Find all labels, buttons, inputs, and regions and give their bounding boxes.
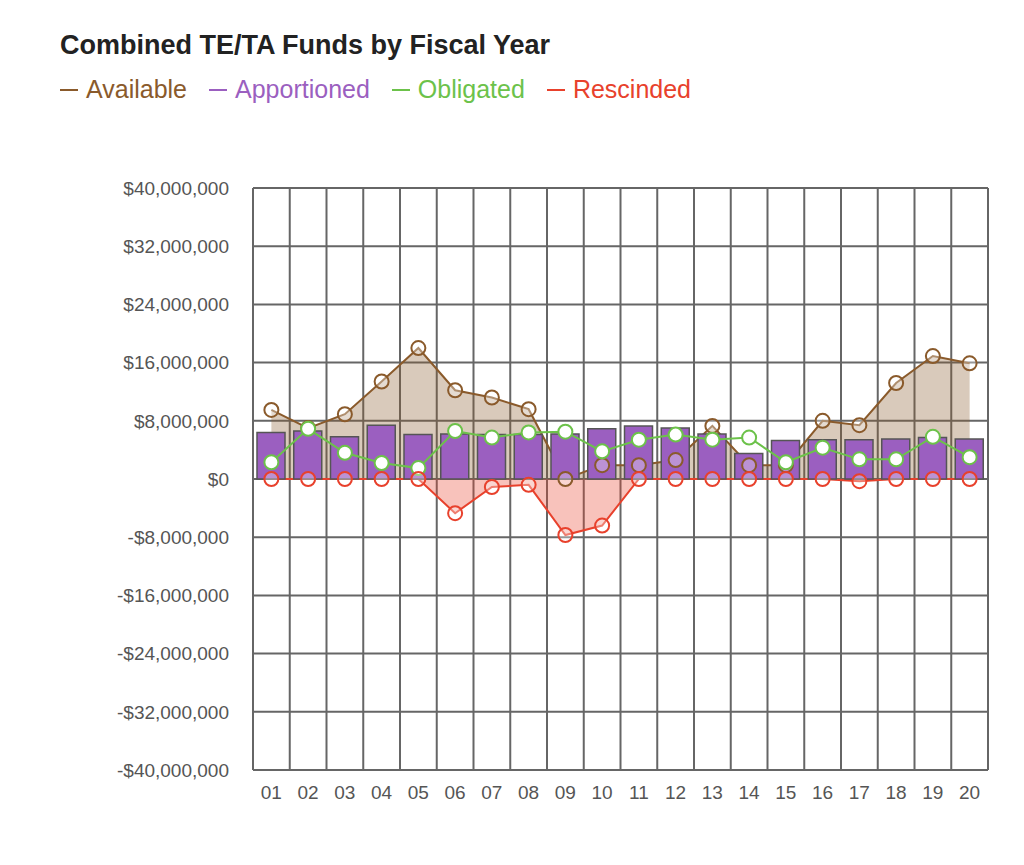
svg-text:-$8,000,000: -$8,000,000 [128, 527, 229, 548]
html-text:Apportioned: Apportioned [235, 75, 370, 103]
svg-text:13: 13 [702, 782, 723, 803]
svg-text:-$16,000,000: -$16,000,000 [117, 585, 229, 606]
svg-text:-$40,000,000: -$40,000,000 [117, 760, 229, 781]
svg-text:$0: $0 [208, 469, 229, 490]
svg-text:18: 18 [886, 782, 907, 803]
svg-text:20: 20 [959, 782, 980, 803]
html-text:Rescinded: Rescinded [572, 75, 691, 103]
svg-text:19: 19 [922, 782, 943, 803]
svg-text:01: 01 [261, 782, 282, 803]
svg-text:09: 09 [555, 782, 576, 803]
svg-text:12: 12 [665, 782, 686, 803]
svg-text:$32,000,000: $32,000,000 [123, 236, 229, 257]
svg-text:14: 14 [739, 782, 761, 803]
svg-text:$16,000,000: $16,000,000 [123, 352, 229, 373]
svg-text:10: 10 [592, 782, 613, 803]
svg-text:15: 15 [775, 782, 796, 803]
svg-text:05: 05 [408, 782, 429, 803]
svg-text:16: 16 [812, 782, 833, 803]
svg-text:-$32,000,000: -$32,000,000 [117, 702, 229, 723]
svg-text:04: 04 [371, 782, 393, 803]
svg-text:17: 17 [849, 782, 870, 803]
html-text:Available: Available [86, 75, 187, 103]
html-text:Combined TE/TA Funds by Fiscal: Combined TE/TA Funds by Fiscal Year [60, 30, 551, 60]
svg-text:$8,000,000: $8,000,000 [134, 411, 229, 432]
svg-text:08: 08 [518, 782, 539, 803]
svg-text:07: 07 [481, 782, 502, 803]
svg-text:$24,000,000: $24,000,000 [123, 294, 229, 315]
svg-text:06: 06 [445, 782, 466, 803]
svg-text:11: 11 [629, 782, 649, 803]
html-text:Obligated: Obligated [417, 75, 525, 103]
svg-text:02: 02 [298, 782, 319, 803]
svg-text:$40,000,000: $40,000,000 [123, 178, 229, 199]
svg-text:-$24,000,000: -$24,000,000 [117, 643, 229, 664]
svg-text:03: 03 [334, 782, 355, 803]
